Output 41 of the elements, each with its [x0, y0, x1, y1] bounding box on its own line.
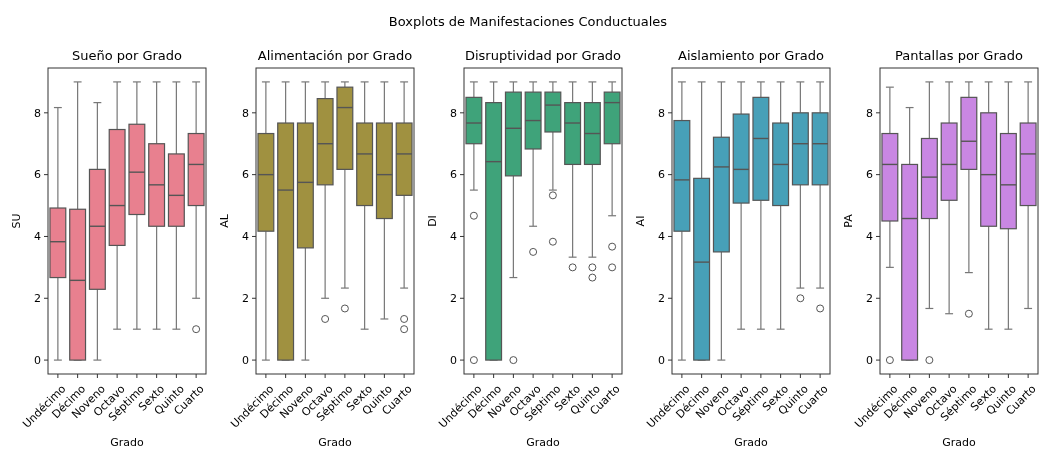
x-axis-title: Grado — [526, 436, 561, 449]
x-axis-title: Grado — [734, 436, 769, 449]
y-tick-label: 8 — [242, 106, 249, 120]
y-tick-label: 0 — [34, 353, 41, 367]
y-tick-label: 6 — [34, 168, 41, 182]
y-tick-label: 8 — [34, 106, 41, 120]
chart-title: Aislamiento por Grado — [678, 48, 824, 63]
y-tick-label: 0 — [450, 353, 457, 367]
y-tick-label: 4 — [242, 230, 249, 244]
y-tick-label: 2 — [866, 292, 873, 306]
y-tick-label: 6 — [866, 168, 873, 182]
y-tick-label: 0 — [242, 353, 249, 367]
y-tick-label: 4 — [450, 230, 457, 244]
y-axis-title: PA — [842, 213, 855, 228]
y-tick-label: 2 — [34, 292, 41, 306]
y-axis-title: AL — [218, 213, 231, 228]
x-axis-title: Grado — [942, 436, 977, 449]
y-tick-label: 8 — [658, 106, 665, 120]
y-tick-label: 2 — [242, 292, 249, 306]
y-tick-label: 8 — [866, 106, 873, 120]
y-axis-title: SU — [10, 213, 23, 229]
text: Boxplots de Manifestaciones Conductuales — [388, 14, 668, 29]
y-tick-label: 2 — [658, 292, 665, 306]
y-tick-label: 0 — [658, 353, 665, 367]
y-tick-label: 8 — [450, 106, 457, 120]
x-axis-title: Grado — [318, 436, 353, 449]
y-tick-label: 6 — [242, 168, 249, 182]
chart-title: Pantallas por Grado — [895, 48, 1023, 63]
x-axis-title: Grado — [110, 436, 145, 449]
y-tick-label: 2 — [450, 292, 457, 306]
y-tick-label: 4 — [866, 230, 873, 244]
y-tick-label: 6 — [450, 168, 457, 182]
y-axis-title: AI — [634, 215, 647, 227]
y-tick-label: 4 — [658, 230, 665, 244]
y-tick-label: 4 — [34, 230, 41, 244]
y-tick-label: 0 — [866, 353, 873, 367]
chart-title: Disruptividad por Grado — [464, 48, 622, 63]
y-tick-label: 6 — [658, 168, 665, 182]
y-axis-title: DI — [426, 215, 439, 227]
chart-title: Alimentación por Grado — [257, 48, 413, 63]
chart-title: Sueño por Grado — [71, 48, 183, 63]
